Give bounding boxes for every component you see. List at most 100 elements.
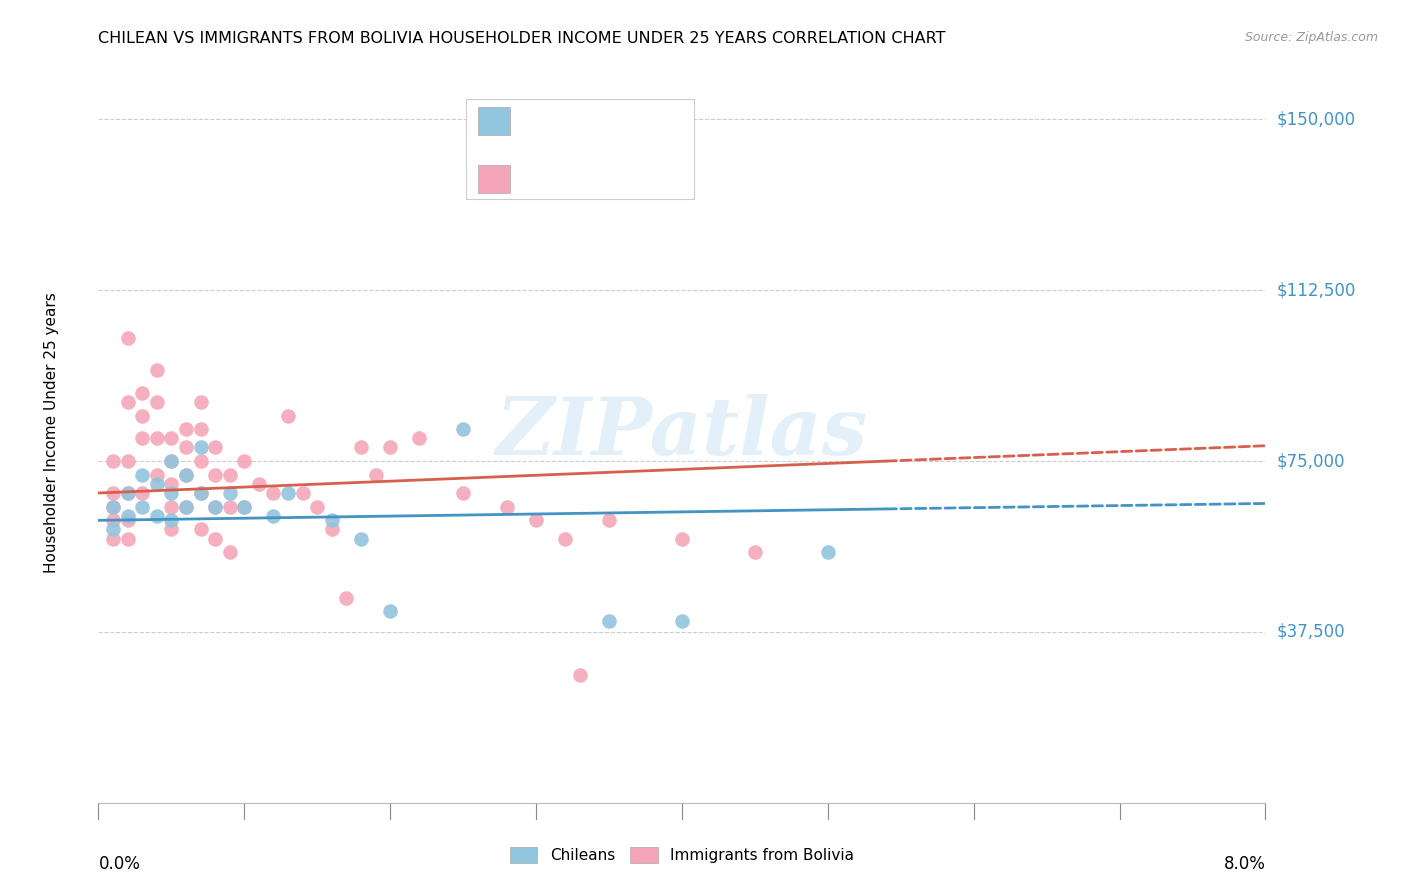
Point: [247, 476, 270, 491]
Point: [160, 431, 183, 445]
Point: [101, 523, 124, 537]
Point: [218, 500, 240, 514]
Point: [190, 422, 212, 436]
Text: 27: 27: [665, 112, 689, 130]
Point: [671, 532, 693, 546]
Point: [101, 532, 124, 546]
Point: [174, 500, 197, 514]
Point: [131, 385, 153, 400]
Point: [174, 500, 197, 514]
Point: [174, 467, 197, 482]
Text: 8.0%: 8.0%: [1223, 855, 1265, 872]
Point: [262, 486, 284, 500]
Text: N =: N =: [610, 112, 657, 130]
Point: [146, 508, 169, 523]
Text: $112,500: $112,500: [1277, 281, 1355, 299]
Point: [117, 486, 139, 500]
Point: [204, 467, 226, 482]
Point: [101, 513, 124, 527]
Point: [160, 476, 183, 491]
Point: [817, 545, 839, 559]
Point: [218, 545, 240, 559]
Point: [174, 422, 197, 436]
Point: [218, 486, 240, 500]
Point: [598, 513, 620, 527]
FancyBboxPatch shape: [478, 165, 510, 194]
Point: [204, 441, 226, 455]
Text: 0.050: 0.050: [561, 170, 613, 188]
Text: $150,000: $150,000: [1277, 111, 1355, 128]
Point: [321, 523, 343, 537]
Text: Source: ZipAtlas.com: Source: ZipAtlas.com: [1244, 31, 1378, 45]
Point: [350, 441, 373, 455]
Point: [744, 545, 766, 559]
FancyBboxPatch shape: [465, 99, 693, 200]
Point: [117, 513, 139, 527]
Point: [190, 523, 212, 537]
Point: [101, 454, 124, 468]
Point: [117, 486, 139, 500]
Point: [380, 441, 402, 455]
Point: [117, 395, 139, 409]
Point: [496, 500, 519, 514]
Point: [568, 668, 591, 682]
Point: [291, 486, 314, 500]
Point: [101, 500, 124, 514]
Point: [131, 500, 153, 514]
Point: [131, 467, 153, 482]
Point: [131, 431, 153, 445]
Point: [146, 395, 169, 409]
Text: Householder Income Under 25 years: Householder Income Under 25 years: [44, 293, 59, 573]
Point: [233, 454, 256, 468]
Legend: Chileans, Immigrants from Bolivia: Chileans, Immigrants from Bolivia: [503, 841, 860, 869]
Point: [277, 486, 299, 500]
Text: N =: N =: [610, 170, 657, 188]
Text: R =: R =: [522, 170, 558, 188]
Point: [117, 454, 139, 468]
Point: [190, 395, 212, 409]
Point: [160, 454, 183, 468]
Text: CHILEAN VS IMMIGRANTS FROM BOLIVIA HOUSEHOLDER INCOME UNDER 25 YEARS CORRELATION: CHILEAN VS IMMIGRANTS FROM BOLIVIA HOUSE…: [98, 31, 946, 46]
Point: [146, 431, 169, 445]
Point: [204, 532, 226, 546]
Point: [117, 532, 139, 546]
Point: [218, 467, 240, 482]
Point: [451, 486, 474, 500]
Point: [233, 500, 256, 514]
Point: [350, 532, 373, 546]
Point: [160, 513, 183, 527]
Point: [160, 454, 183, 468]
Point: [321, 513, 343, 527]
Text: ZIPatlas: ZIPatlas: [496, 394, 868, 471]
Point: [146, 476, 169, 491]
Point: [117, 331, 139, 345]
Point: [160, 500, 183, 514]
Point: [671, 614, 693, 628]
Point: [233, 500, 256, 514]
Point: [408, 431, 430, 445]
Text: $37,500: $37,500: [1277, 623, 1346, 641]
Point: [451, 422, 474, 436]
Point: [131, 409, 153, 423]
Point: [101, 486, 124, 500]
Point: [364, 467, 387, 482]
Point: [117, 508, 139, 523]
Point: [335, 591, 357, 605]
FancyBboxPatch shape: [478, 107, 510, 135]
Point: [131, 486, 153, 500]
Point: [190, 441, 212, 455]
Point: [598, 614, 620, 628]
Point: [204, 500, 226, 514]
Point: [146, 363, 169, 377]
Point: [160, 486, 183, 500]
Point: [307, 500, 329, 514]
Point: [204, 500, 226, 514]
Point: [190, 486, 212, 500]
Point: [101, 500, 124, 514]
Text: 61: 61: [665, 170, 689, 188]
Point: [190, 486, 212, 500]
Point: [524, 513, 547, 527]
Text: 0.0%: 0.0%: [98, 855, 141, 872]
Text: 0.061: 0.061: [561, 112, 613, 130]
Point: [554, 532, 576, 546]
